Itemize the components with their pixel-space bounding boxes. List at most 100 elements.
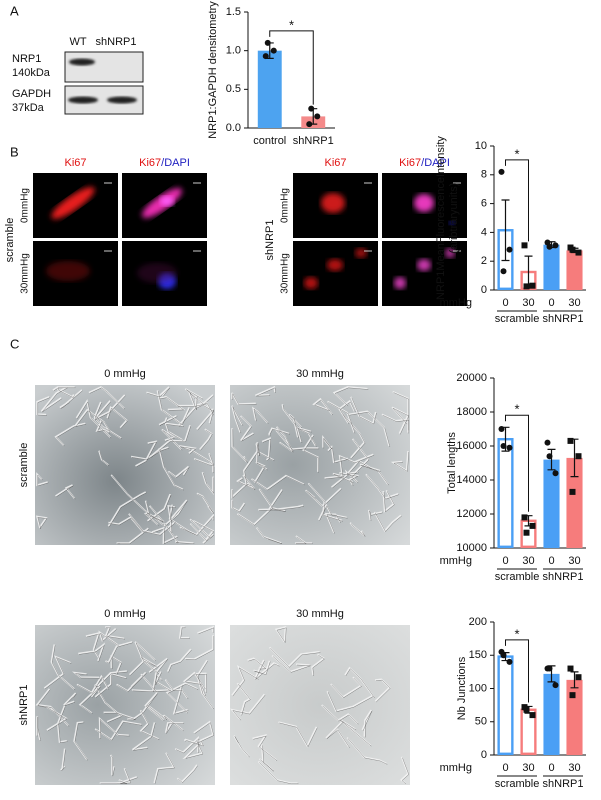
bar [543,459,560,548]
y-axis-label: Nb Junctions [456,656,468,720]
x-axis-label: mmHg [440,762,472,774]
row-label: 30mmHg [20,253,31,294]
y-tick-label: 0 [481,749,487,761]
bar [543,673,560,755]
column-label: Ki67 [324,157,346,169]
cell [321,193,345,213]
row-label: 0mmHg [20,188,31,223]
data-point [552,682,559,689]
data-point [506,246,513,253]
y-tick-label: 14000 [456,474,487,486]
data-point [264,39,271,46]
x-tick-label: 30 [522,555,534,567]
y-axis-label: (aribtraryunits) [448,183,460,254]
data-point [506,444,513,451]
y-tick-label: 4 [481,226,487,238]
data-point [552,470,559,477]
y-tick-label: 18000 [456,406,487,418]
counterstain-label: /DAPI [421,157,450,169]
group-label: shNRP1 [264,220,276,261]
stain-label: Ki67 [324,157,346,169]
bar [497,655,514,756]
group-label: scramble [495,778,540,790]
group-label: scramble [4,218,16,263]
y-tick-label: 0.0 [226,122,241,134]
data-point [546,665,553,672]
cell [445,248,455,258]
x-tick-label: 30 [568,555,580,567]
y-tick-label: 1.5 [226,6,241,18]
x-tick-label: 30 [568,762,580,774]
y-tick-label: 8 [481,169,487,181]
data-point [544,439,551,446]
data-point [569,246,576,253]
data-point [500,268,507,275]
micrograph [35,385,215,545]
data-point [498,168,505,175]
y-tick-label: 0.5 [226,83,241,95]
data-point [569,692,576,699]
group-label: shNRP1 [543,571,584,583]
y-tick-label: 0 [481,284,487,296]
y-tick-label: 20000 [456,372,487,384]
group-label: shNRP1 [543,778,584,790]
significance-label: * [514,402,519,417]
column-label: Ki67 [64,157,86,169]
y-axis-label: NRP1MeanFluorescenceIntensity [435,136,447,300]
tube-network [37,627,215,785]
lane-label: shNRP1 [96,36,137,48]
cell [160,196,174,206]
row-label: 0mmHg [280,188,291,223]
x-tick-label: 30 [522,762,534,774]
y-tick-label: 10000 [456,542,487,554]
group-label: shNRP1 [543,313,584,325]
size-label: 37kDa [12,102,45,114]
group-label: scramble [495,313,540,325]
y-tick-label: 2 [481,255,487,267]
y-axis-label: NRP1:GAPDH densitometry [207,1,219,139]
blot-band [68,96,98,104]
data-point [546,453,553,460]
data-point [262,53,269,60]
significance-label: * [514,146,519,161]
condition-label: 0 mmHg [104,608,146,620]
group-label: shNRP1 [18,685,30,726]
condition-label: 30 mmHg [296,608,344,620]
error-bar [501,199,510,262]
protein-label: GAPDH [12,88,51,100]
significance-bracket [505,639,529,703]
significance-bracket [505,414,529,512]
y-tick-label: 100 [469,682,487,694]
data-point [523,529,530,536]
error-bar [570,671,579,689]
y-tick-label: 12000 [456,508,487,520]
significance-label: * [514,626,519,641]
cell [417,259,431,271]
y-tick-label: 50 [475,716,487,728]
blot-strip [64,51,144,83]
x-axis-label: mmHg [440,297,472,309]
x-axis-label: mmHg [440,555,472,567]
data-point [521,514,528,521]
significance-bracket [269,30,314,105]
bar [257,50,282,128]
data-point [506,658,513,665]
data-point [521,242,528,249]
blot-band [69,58,95,66]
protein-label: NRP1 [12,53,41,65]
data-point [308,105,315,112]
cell [414,194,434,212]
bar [566,250,583,290]
data-point [306,121,313,128]
data-point [552,242,559,249]
y-tick-label: 10 [475,140,487,152]
data-point [575,249,582,256]
stain-label: Ki67 [139,157,161,169]
blot-band [107,96,137,104]
x-tick-label: 0 [502,297,508,309]
x-tick-label: 30 [568,297,580,309]
tube-network [232,387,410,545]
condition-label: 30 mmHg [296,368,344,380]
y-tick-label: 16000 [456,440,487,452]
